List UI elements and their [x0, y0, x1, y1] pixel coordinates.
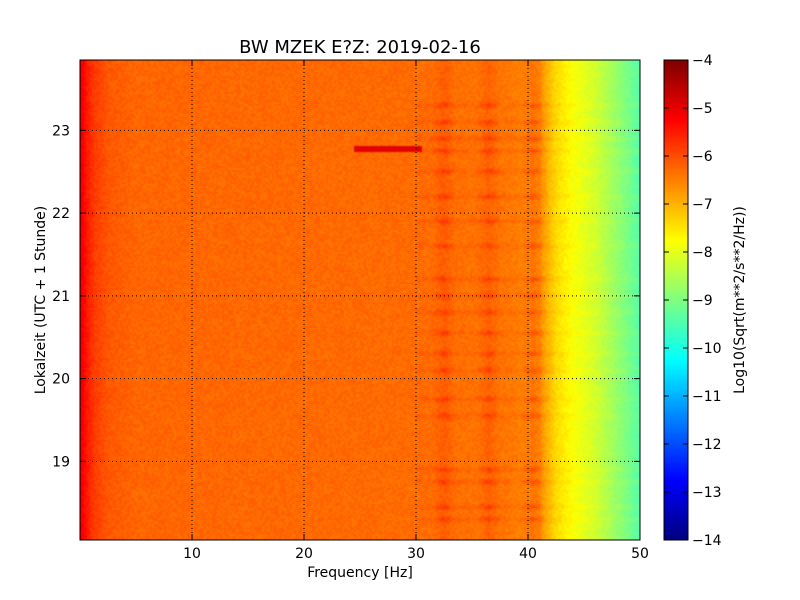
colorbar-label: Log10(Sqrt(m**2/s**2/Hz)): [732, 206, 748, 394]
x-tick-label: 40: [519, 546, 537, 562]
y-tick-label: 23: [52, 123, 70, 139]
y-axis-label: Lokalzeit (UTC + 1 Stunde): [33, 206, 49, 395]
y-tick-label: 22: [52, 206, 70, 222]
x-tick-label: 20: [295, 546, 313, 562]
x-tick-label: 10: [183, 546, 201, 562]
colorbar-tick-label: −10: [692, 341, 722, 357]
chart-title: BW MZEK E?Z: 2019-02-16: [239, 37, 481, 58]
colorbar-tick-label: −7: [692, 197, 713, 213]
y-tick-label: 19: [52, 454, 70, 470]
x-tick-label: 50: [631, 546, 649, 562]
x-axis: 10 20 30 40 50: [183, 60, 649, 562]
grid-lines: [80, 60, 640, 540]
colorbar-tick-label: −9: [692, 293, 713, 309]
colorbar-tick-label: −11: [692, 389, 722, 405]
spectrogram-heatmap: [80, 60, 640, 540]
x-axis-label: Frequency [Hz]: [307, 565, 413, 581]
colorbar-tick-label: −8: [692, 245, 713, 261]
y-axis: 19 20 21 22 23: [52, 123, 640, 470]
colorbar-tick-label: −12: [692, 437, 722, 453]
colorbar-tick-label: −4: [692, 53, 713, 69]
x-tick-label: 30: [407, 546, 425, 562]
colorbar-tick-label: −13: [692, 485, 722, 501]
y-tick-label: 20: [52, 372, 70, 388]
plot-frame: [79, 59, 641, 541]
colorbar-tick-label: −5: [692, 101, 713, 117]
colorbar-tick-label: −14: [692, 533, 722, 549]
colorbar-ticks: −4 −5 −6 −7 −8 −9 −10 −11 −12 −13 −14: [664, 53, 722, 549]
colorbar-tick-label: −6: [692, 149, 713, 165]
y-tick-label: 21: [52, 289, 70, 305]
